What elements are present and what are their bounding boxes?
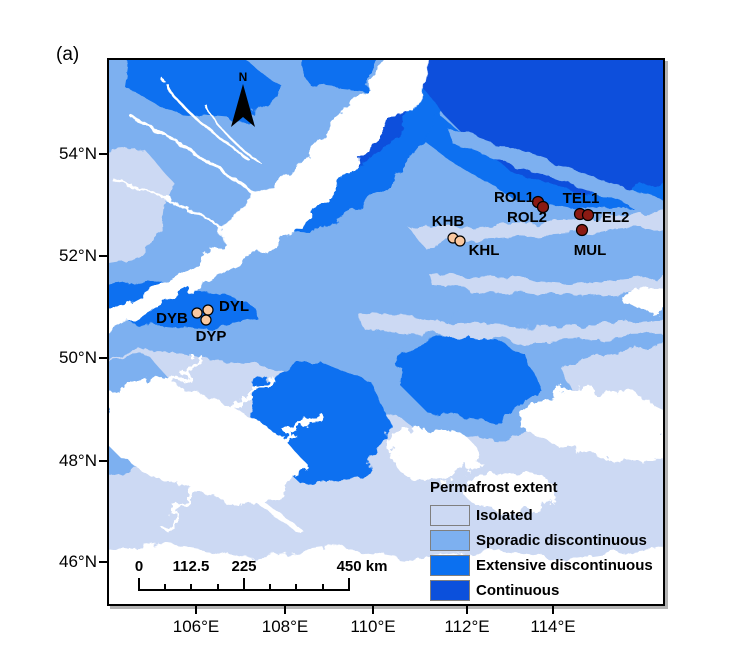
- site-marker[interactable]: [536, 200, 550, 214]
- lon-tick-label: 110°E: [350, 617, 396, 636]
- site-marker[interactable]: [454, 235, 466, 247]
- legend-item: Isolated: [430, 503, 653, 528]
- site-markers-layer: [191, 195, 595, 326]
- site-label: KHB: [431, 213, 465, 230]
- site-marker[interactable]: [200, 314, 212, 326]
- permafrost-map-canvas: [109, 60, 663, 604]
- site-label: KHL: [468, 242, 500, 259]
- panel-label: (a): [56, 44, 80, 65]
- legend: Isolated Sporadic discontinuous Extensive …: [430, 503, 653, 603]
- legend-swatch: [430, 580, 470, 601]
- site-label: TEL1: [562, 190, 600, 207]
- scale-bar-label: 0: [134, 558, 144, 575]
- lon-tick-label: 114°E: [530, 617, 576, 636]
- lon-tick-label: 106°E: [172, 617, 220, 636]
- scale-bar-label: 450 km: [336, 558, 388, 575]
- site-label: ROL2: [506, 209, 547, 226]
- legend-item: Sporadic discontinuous: [430, 528, 653, 553]
- legend-item-label: Continuous: [476, 582, 560, 599]
- site-marker[interactable]: [191, 307, 203, 319]
- site-label: DYP: [195, 328, 227, 345]
- lon-tick: [195, 605, 197, 614]
- lat-tick: [99, 460, 108, 462]
- site-marker[interactable]: [581, 208, 595, 222]
- site-label: DYL: [219, 298, 249, 315]
- site-label: MUL: [573, 242, 607, 259]
- scale-bar-label: 225: [231, 558, 257, 575]
- scale-bar-label: 112.5: [172, 558, 210, 575]
- north-arrow-icon: [231, 84, 255, 127]
- legend-title: Permafrost extent: [430, 479, 558, 496]
- lon-tick-label: 108°E: [261, 617, 309, 636]
- map-frame: [107, 58, 665, 606]
- site-label: DYB: [156, 310, 188, 327]
- lat-tick-label: 48°N: [59, 451, 97, 470]
- lon-tick-label: 112°E: [444, 617, 490, 636]
- north-indicator: N: [228, 70, 258, 130]
- legend-swatch: [430, 530, 470, 551]
- lat-tick: [99, 153, 108, 155]
- lat-tick-label: 54°N: [59, 144, 97, 163]
- legend-swatch: [430, 555, 470, 576]
- lat-tick: [99, 255, 108, 257]
- lon-tick: [372, 605, 374, 614]
- lat-tick-label: 50°N: [59, 348, 97, 367]
- lat-tick: [99, 561, 108, 563]
- lat-tick: [99, 357, 108, 359]
- lon-tick: [552, 605, 554, 614]
- lat-tick-label: 46°N: [59, 552, 97, 571]
- legend-item: Continuous: [430, 578, 653, 603]
- lat-tick-label: 52°N: [59, 246, 97, 265]
- legend-item-label: Sporadic discontinuous: [476, 532, 647, 549]
- site-label: TEL2: [592, 209, 630, 226]
- legend-item: Extensive discontinuous: [430, 553, 653, 578]
- north-label: N: [238, 70, 248, 84]
- legend-item-label: Isolated: [476, 507, 533, 524]
- lon-tick: [284, 605, 286, 614]
- site-marker[interactable]: [575, 223, 589, 237]
- lon-tick: [466, 605, 468, 614]
- legend-swatch: [430, 505, 470, 526]
- legend-item-label: Extensive discontinuous: [476, 557, 653, 574]
- lake-baikal-shape: [109, 60, 427, 333]
- site-label: ROL1: [493, 189, 534, 206]
